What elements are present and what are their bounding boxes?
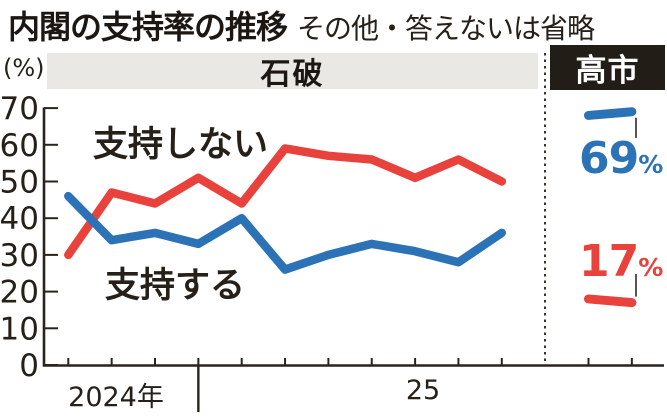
y-axis-unit-label: (%) — [3, 54, 45, 82]
takaichi-disapprove-number: 17 — [579, 236, 639, 287]
period-band-ishiba: 石破 — [47, 53, 538, 92]
takaichi-segment-disapprove — [584, 294, 637, 308]
x-axis-label-2024: 2024年 — [68, 382, 164, 413]
titlebar: 内閣の支持率の推移 その他・答えないは省略 — [8, 2, 595, 48]
series-line-disapprove — [64, 144, 507, 260]
y-tick-label: 60 — [0, 128, 39, 164]
period-band-ishiba-label: 石破 — [260, 57, 325, 92]
series-label-disapprove: 支持しない — [93, 125, 269, 165]
takaichi-approve-number: 69 — [579, 133, 639, 184]
y-tick-label: 30 — [0, 238, 39, 274]
takaichi-segment-approve — [584, 107, 637, 120]
takaichi-approve-value: 69% — [579, 133, 664, 184]
period-band-takaichi-label: 高市 — [575, 53, 640, 89]
chart-title: 内閣の支持率の推移 — [8, 8, 288, 46]
y-tick-label: 50 — [0, 165, 39, 201]
series-label-approve: 支持する — [105, 266, 246, 306]
series-line-approve — [64, 191, 507, 274]
y-tick-label: 0 — [19, 348, 39, 384]
y-tick-label: 20 — [0, 275, 39, 311]
x-axis-label-25: 25 — [405, 375, 441, 406]
series-group — [64, 144, 507, 274]
takaichi-disapprove-value: 17% — [579, 236, 664, 287]
y-tick-label: 10 — [0, 311, 39, 347]
takaichi-segments-group — [584, 107, 637, 308]
y-tick-label: 70 — [0, 91, 39, 127]
chart-subtitle: その他・答えないは省略 — [297, 12, 595, 45]
ticks-group — [44, 107, 633, 412]
period-band-takaichi: 高市 — [550, 45, 665, 90]
takaichi-disapprove-percent-sign: % — [638, 253, 664, 282]
takaichi-approve-percent-sign: % — [638, 150, 664, 179]
y-tick-label: 40 — [0, 201, 39, 237]
